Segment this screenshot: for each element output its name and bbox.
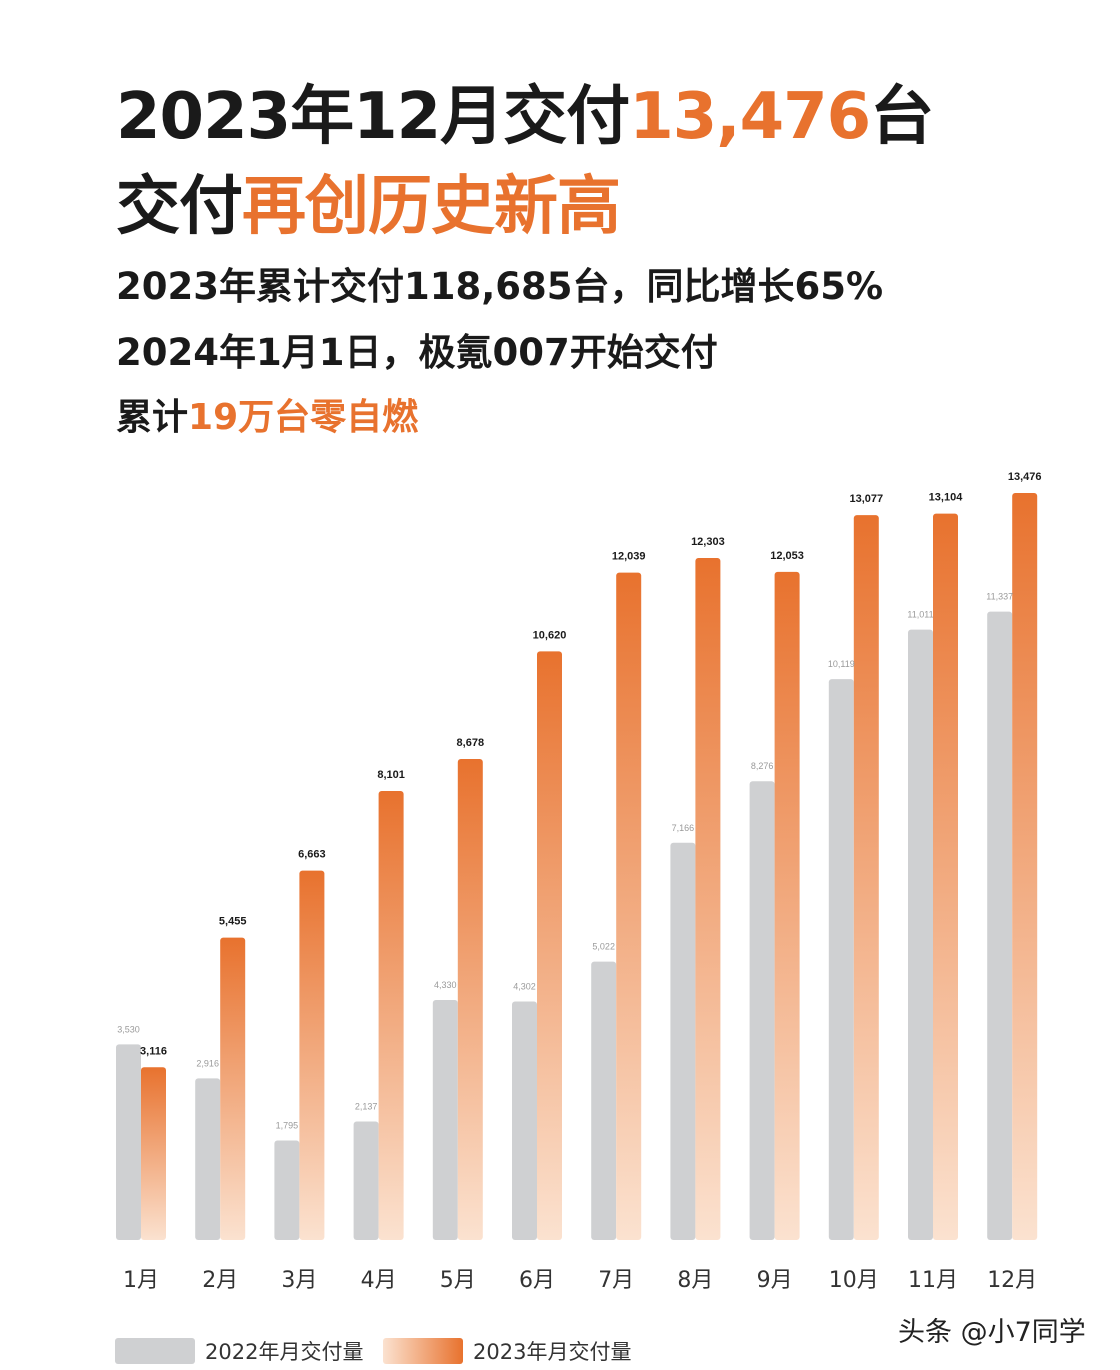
legend-swatch-2023 bbox=[383, 1338, 463, 1364]
legend-label-2023: 2023年月交付量 bbox=[473, 1340, 632, 1364]
data-label-2023-12: 13,476 bbox=[1008, 471, 1042, 483]
x-tick-label-4: 4月 bbox=[361, 1268, 397, 1293]
x-tick-label-10: 10月 bbox=[829, 1268, 879, 1293]
bar-2022-5 bbox=[432, 999, 458, 1240]
x-tick-label-3: 3月 bbox=[281, 1268, 317, 1293]
data-label-2023-11: 13,104 bbox=[929, 492, 964, 504]
x-tick-label-6: 6月 bbox=[519, 1268, 555, 1293]
x-tick-label-1: 1月 bbox=[123, 1268, 159, 1293]
data-label-2022-9: 8,276 bbox=[751, 761, 774, 771]
subtitle-safety-prefix: 累计 bbox=[116, 397, 189, 438]
bar-2023-2 bbox=[220, 937, 246, 1240]
bar-2022-9 bbox=[749, 781, 775, 1240]
legend-item-2023: 2023年月交付量 bbox=[383, 1336, 631, 1366]
x-tick-label-7: 7月 bbox=[598, 1268, 634, 1293]
bar-2022-8 bbox=[670, 842, 696, 1240]
data-label-2023-9: 12,053 bbox=[770, 550, 804, 562]
x-tick-label-5: 5月 bbox=[440, 1268, 476, 1293]
data-label-2022-6: 4,302 bbox=[513, 982, 536, 992]
x-tick-label-2: 2月 bbox=[202, 1268, 238, 1293]
chart-bars: 3,530 3,116 1月 2,916 5,455 2月 1,795 6,663 3月 2,13… bbox=[116, 471, 1042, 1293]
data-label-2022-5: 4,330 bbox=[434, 980, 457, 990]
bar-2023-12 bbox=[1012, 493, 1038, 1240]
data-label-2022-8: 7,166 bbox=[672, 823, 695, 833]
data-label-2022-3: 1,795 bbox=[276, 1120, 299, 1130]
title-text-suffix: 台 bbox=[870, 80, 934, 154]
title-text: 交付 bbox=[116, 170, 243, 244]
title-highlight-text: 再创历史新高 bbox=[242, 170, 621, 244]
bar-2022-11 bbox=[908, 629, 933, 1240]
legend-swatch-2022 bbox=[115, 1338, 195, 1364]
data-label-2023-7: 12,039 bbox=[612, 551, 646, 563]
page-title: 2023年12月交付13,476台 交付再创历史新高 bbox=[116, 72, 934, 252]
x-tick-label-11: 11月 bbox=[908, 1268, 958, 1293]
data-label-2022-12: 11,337 bbox=[986, 592, 1013, 602]
bar-2022-1 bbox=[116, 1044, 141, 1240]
title-line-2: 交付再创历史新高 bbox=[116, 162, 933, 252]
x-tick-label-8: 8月 bbox=[677, 1268, 713, 1293]
data-label-2023-8: 12,303 bbox=[691, 536, 725, 548]
bar-2022-4 bbox=[353, 1121, 379, 1240]
data-label-2022-7: 5,022 bbox=[592, 942, 615, 952]
bar-2023-3 bbox=[299, 870, 325, 1240]
bar-2023-8 bbox=[695, 558, 721, 1240]
title-text: 2023年12月交付 bbox=[116, 80, 630, 154]
data-label-2023-10: 13,077 bbox=[849, 493, 883, 505]
subtitle-delivery-start: 2024年1月1日，极氪007开始交付 bbox=[116, 331, 718, 374]
bar-2023-10 bbox=[853, 515, 879, 1240]
legend-item-2022: 2022年月交付量 bbox=[115, 1336, 363, 1366]
data-label-2022-2: 2,916 bbox=[196, 1058, 219, 1068]
bar-2022-12 bbox=[987, 611, 1013, 1240]
bar-2023-11 bbox=[933, 513, 958, 1240]
data-label-2023-3: 6,663 bbox=[298, 849, 326, 861]
x-tick-label-12: 12月 bbox=[987, 1268, 1037, 1293]
bar-2022-2 bbox=[195, 1078, 221, 1240]
bar-2023-4 bbox=[378, 790, 404, 1240]
data-label-2023-2: 5,455 bbox=[219, 916, 247, 928]
data-label-2023-1: 3,116 bbox=[140, 1045, 167, 1057]
data-label-2022-1: 3,530 bbox=[117, 1024, 140, 1034]
data-label-2022-4: 2,137 bbox=[355, 1102, 378, 1112]
bar-2023-7 bbox=[616, 572, 642, 1240]
legend-label-2022: 2022年月交付量 bbox=[205, 1340, 364, 1364]
bar-2023-5 bbox=[457, 758, 483, 1240]
data-label-2022-11: 11,011 bbox=[907, 610, 933, 620]
data-label-2023-6: 10,620 bbox=[533, 629, 567, 641]
bar-2022-3 bbox=[274, 1140, 300, 1240]
bar-2022-6 bbox=[512, 1001, 537, 1240]
bar-2022-10 bbox=[828, 679, 854, 1240]
bar-2023-1 bbox=[141, 1067, 166, 1240]
x-tick-label-9: 9月 bbox=[757, 1268, 793, 1293]
data-label-2022-10: 10,119 bbox=[828, 659, 855, 669]
bar-chart: 3,530 3,116 1月 2,916 5,455 2月 1,795 6,663 3月 2,13… bbox=[116, 471, 1042, 1293]
bar-2022-7 bbox=[591, 961, 617, 1240]
data-label-2023-4: 8,101 bbox=[377, 769, 405, 781]
subtitle-safety: 累计19万台零自燃 bbox=[116, 388, 418, 440]
watermark: 头条 @小7同学 bbox=[898, 1317, 1086, 1348]
subtitle-safety-highlight: 19万台零自燃 bbox=[188, 397, 419, 438]
title-highlight-number: 13,476 bbox=[629, 80, 871, 154]
subtitle-annual-total: 2023年累计交付118,685台，同比增长65% bbox=[116, 265, 884, 308]
bar-2023-9 bbox=[774, 571, 800, 1240]
bar-2023-6 bbox=[537, 651, 562, 1240]
title-line-1: 2023年12月交付13,476台 bbox=[116, 72, 934, 162]
data-label-2023-5: 8,678 bbox=[457, 737, 485, 749]
